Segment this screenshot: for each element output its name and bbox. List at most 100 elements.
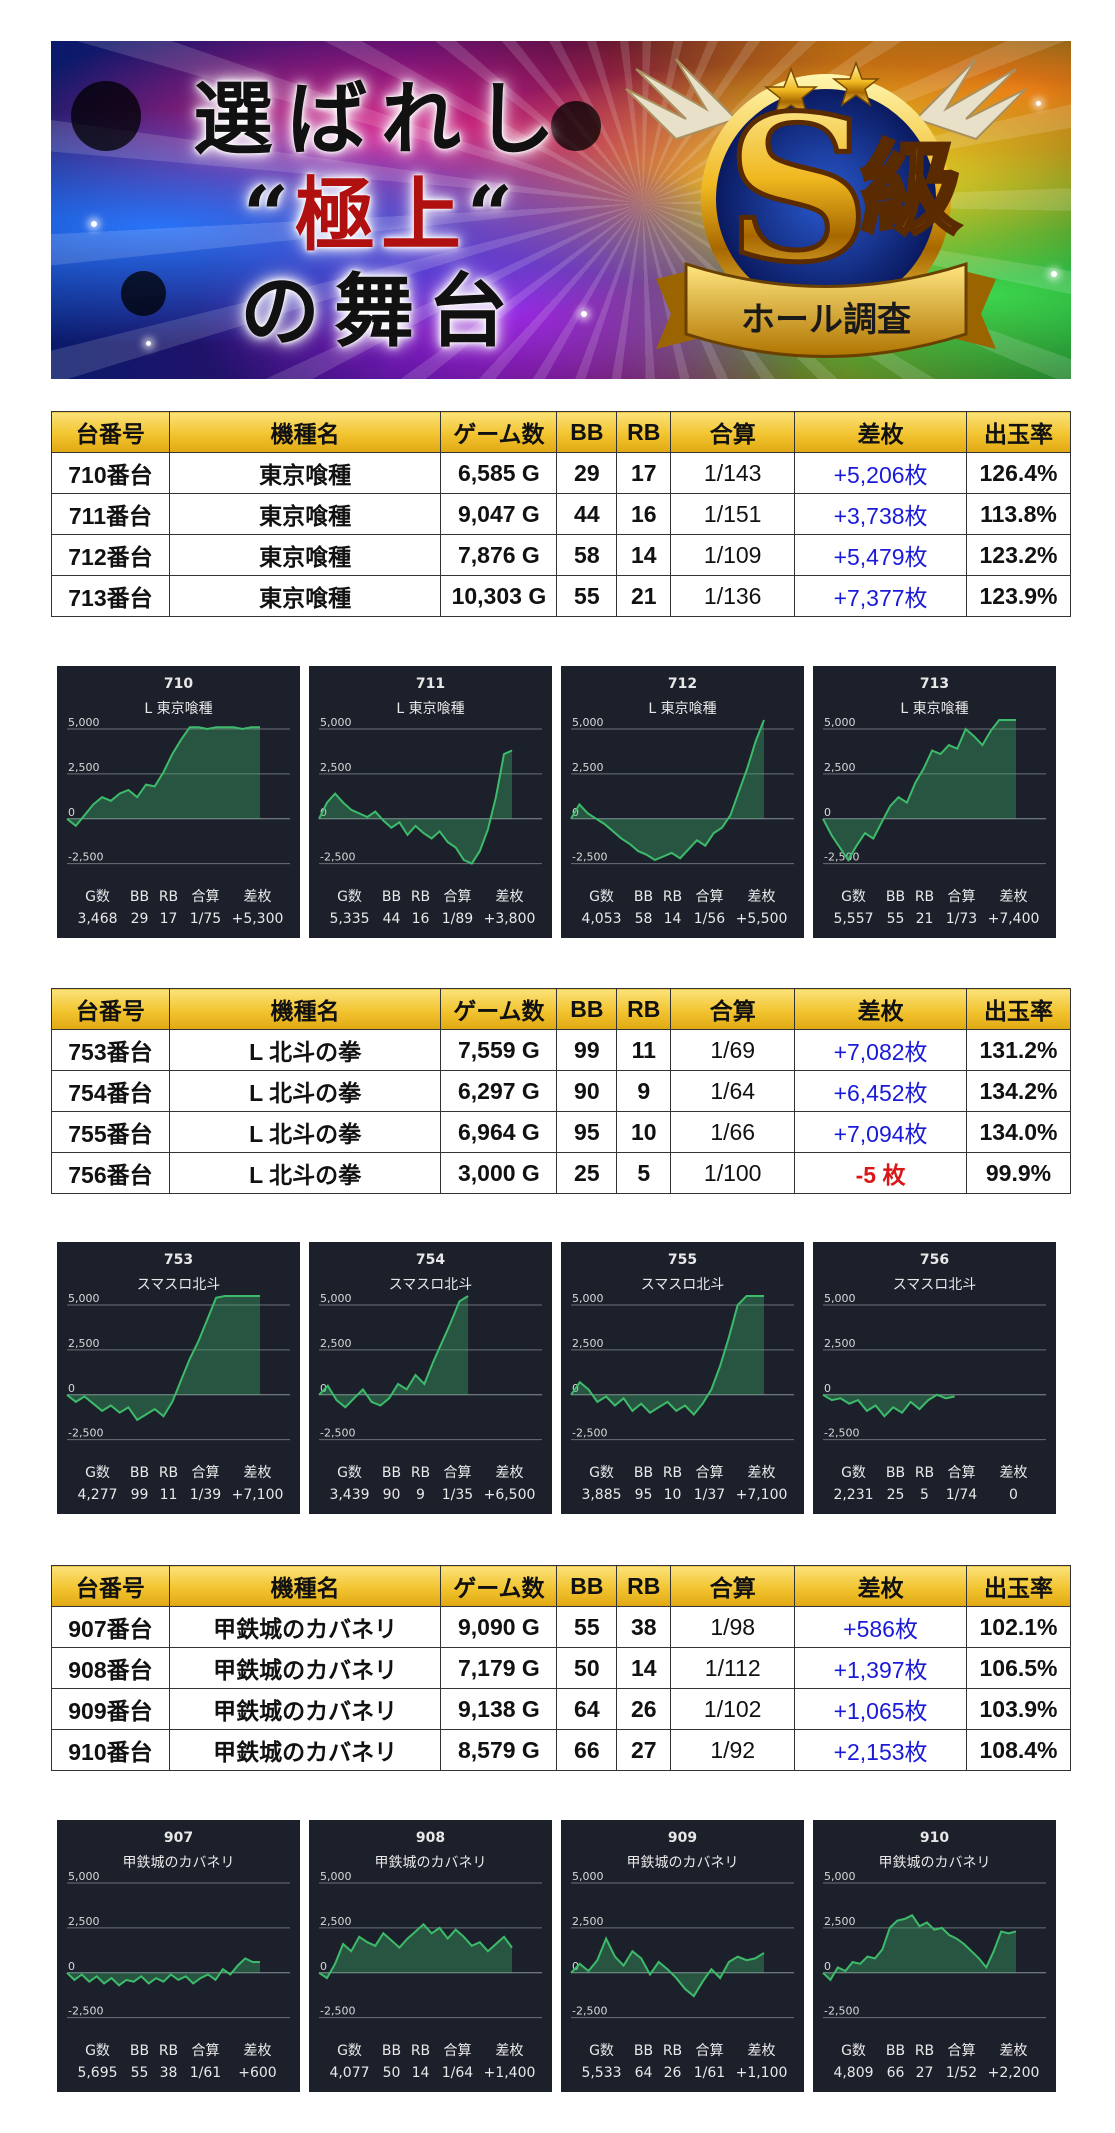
graph-line [570,1936,765,1998]
header-rate: 出玉率 [965,411,1072,453]
graph-area [67,1296,260,1420]
graph-card[interactable]: 908 甲鉄城のカバネリ 5,000 2,500 0 -2,500 G数 BB RB 合算 差枚 4,… [309,1820,552,2092]
graph-line [66,1957,260,1987]
cell-total: 1/112 [670,1647,796,1689]
cell-rb: 14 [616,1647,672,1689]
stats-header-row: G数 BB RB 合算 差枚 [813,1462,1056,1484]
y-tick-label: 5,000 [320,1870,352,1883]
table-row: 907番台 甲鉄城のカバネリ 9,090 G 55 38 1/98 +586枚 102.1% [51,1606,1072,1648]
cell-machine-no: 907番台 [51,1606,170,1648]
card-model-name: スマスロ北斗 [388,1277,473,1293]
stat-label-g: G数 [589,2043,614,2059]
stat-value-rb: 17 [159,911,178,927]
headline-line-1: 選ばれし [193,72,569,166]
stat-value-g: 3,885 [581,1487,622,1503]
header-rb: RB [616,1565,672,1607]
stat-label-g: G数 [589,1465,614,1481]
graph-card[interactable]: 753 スマスロ北斗 5,000 2,500 0 -2,500 G数 BB RB 合算 差枚 4,27… [57,1242,300,1514]
header-bb: BB [556,988,618,1030]
card-model-name: 甲鉄城のカバネリ [878,1855,991,1871]
cell-model: 東京喰種 [168,534,442,576]
cell-bb: 58 [556,534,618,576]
cell-rate: 123.2% [965,534,1072,576]
y-tick-label: 0 [824,1382,831,1395]
stats-value-row: 2,231 25 5 1/74 0 [813,1484,1056,1506]
cell-machine-no: 711番台 [51,493,170,535]
y-tick-label: -2,500 [572,2005,607,2018]
y-tick-label: -2,500 [824,2005,859,2018]
cell-games: 7,876 G [440,534,558,576]
cell-rb: 9 [616,1070,672,1112]
y-tick-label: 0 [824,806,831,819]
y-tick-label: -2,500 [68,2005,103,2018]
stat-value-g: 5,335 [329,911,370,927]
stat-value-g: 4,277 [77,1487,118,1503]
cell-total: 1/69 [670,1029,796,1071]
graph-line [822,719,1016,862]
cell-diff: +3,738枚 [794,493,967,535]
graph-area [571,720,764,860]
stat-label-rb: RB [158,889,179,905]
graph-card[interactable]: 711 L 東京喰種 5,000 2,500 0 -2,500 G数 BB RB 合算 差枚 5,33… [309,666,552,938]
graph-cards-3: 907 甲鉄城のカバネリ 5,000 2,500 0 -2,500 G数 BB RB 合算 差枚 5,… [57,1820,1065,2092]
stat-label-diff: 差枚 [495,1465,524,1481]
graph-cards-1: 710 L 東京喰種 5,000 2,500 0 -2,500 G数 BB RB 合算 差枚 3,46… [57,666,1065,938]
stat-value-g: 4,809 [833,2065,874,2081]
graph-card[interactable]: 907 甲鉄城のカバネリ 5,000 2,500 0 -2,500 G数 BB RB 合算 差枚 5,… [57,1820,300,2092]
graph-card[interactable]: 909 甲鉄城のカバネリ 5,000 2,500 0 -2,500 G数 BB RB 合算 差枚 5,… [561,1820,804,2092]
card-stats: G数 BB RB 合算 差枚 2,231 25 5 1/74 0 [813,1462,1056,1506]
table-row: 713番台 東京喰種 10,303 G 55 21 1/136 +7,377枚 123.9% [51,575,1072,617]
stat-value-bb: 29 [130,911,149,927]
stat-label-diff: 差枚 [243,2043,272,2059]
graph-card[interactable]: 710 L 東京喰種 5,000 2,500 0 -2,500 G数 BB RB 合算 差枚 3,46… [57,666,300,938]
stat-label-g: G数 [589,889,614,905]
ink-splat [121,271,166,316]
stat-label-rb: RB [410,2043,431,2059]
quote-close: “ [467,168,520,262]
graph-card[interactable]: 910 甲鉄城のカバネリ 5,000 2,500 0 -2,500 G数 BB RB 合算 差枚 4,… [813,1820,1056,2092]
cell-games: 9,047 G [440,493,558,535]
header-rb: RB [616,411,672,453]
stat-label-bb: BB [381,889,402,905]
card-stats: G数 BB RB 合算 差枚 4,809 66 27 1/52 +2,200 [813,2040,1056,2084]
graph-card[interactable]: 754 スマスロ北斗 5,000 2,500 0 -2,500 G数 BB RB 合算 差枚 3,43… [309,1242,552,1514]
stat-value-g: 3,439 [329,1487,370,1503]
y-tick-label: 0 [68,806,75,819]
stat-value-diff: +7,100 [735,1487,788,1503]
header-rb: RB [616,988,672,1030]
header-total: 合算 [670,411,796,453]
graph-area [823,1915,1016,1980]
table-header-row: 台番号 機種名 ゲーム数 BB RB 合算 差枚 出玉率 [51,411,1072,453]
stat-value-rb: 26 [663,2065,682,2081]
stat-value-tot: 1/61 [693,2065,726,2081]
cell-machine-no: 712番台 [51,534,170,576]
stat-label-bb: BB [885,889,906,905]
cell-total: 1/143 [670,452,796,494]
cell-diff: +7,094枚 [794,1111,967,1153]
y-tick-label: 0 [68,1960,75,1973]
cell-machine-no: 753番台 [51,1029,170,1071]
cell-machine-no: 910番台 [51,1729,170,1771]
y-tick-label: 0 [824,1960,831,1973]
graph-card[interactable]: 756 スマスロ北斗 5,000 2,500 0 -2,500 G数 BB RB 合算 差枚 2,23… [813,1242,1056,1514]
cell-bb: 64 [556,1688,618,1730]
y-tick-label: 5,000 [824,1292,856,1305]
stat-value-rb: 5 [920,1487,929,1503]
cell-diff: +5,479枚 [794,534,967,576]
graph-card[interactable]: 755 スマスロ北斗 5,000 2,500 0 -2,500 G数 BB RB 合算 差枚 3,88… [561,1242,804,1514]
graph-card[interactable]: 713 L 東京喰種 5,000 2,500 0 -2,500 G数 BB RB 合算 差枚 5,55… [813,666,1056,938]
s-rank-emblem: S 級 ホール調査 [616,49,1036,374]
card-machine-number: 907 [163,1830,194,1846]
header-rate: 出玉率 [965,1565,1072,1607]
stat-label-bb: BB [381,1465,402,1481]
slump-graph: 5,000 2,500 0 -2,500 [570,1870,794,2019]
stat-value-tot: 1/73 [945,911,978,927]
cell-bb: 90 [556,1070,618,1112]
card-machine-number: 910 [919,1830,950,1846]
card-machine-number: 753 [163,1252,194,1268]
emblem-kanji: 級 [861,130,961,248]
table-row: 754番台 L 北斗の拳 6,297 G 90 9 1/64 +6,452枚 134.2% [51,1070,1072,1112]
y-tick-label: -2,500 [68,1427,103,1440]
stat-value-bb: 90 [382,1487,401,1503]
